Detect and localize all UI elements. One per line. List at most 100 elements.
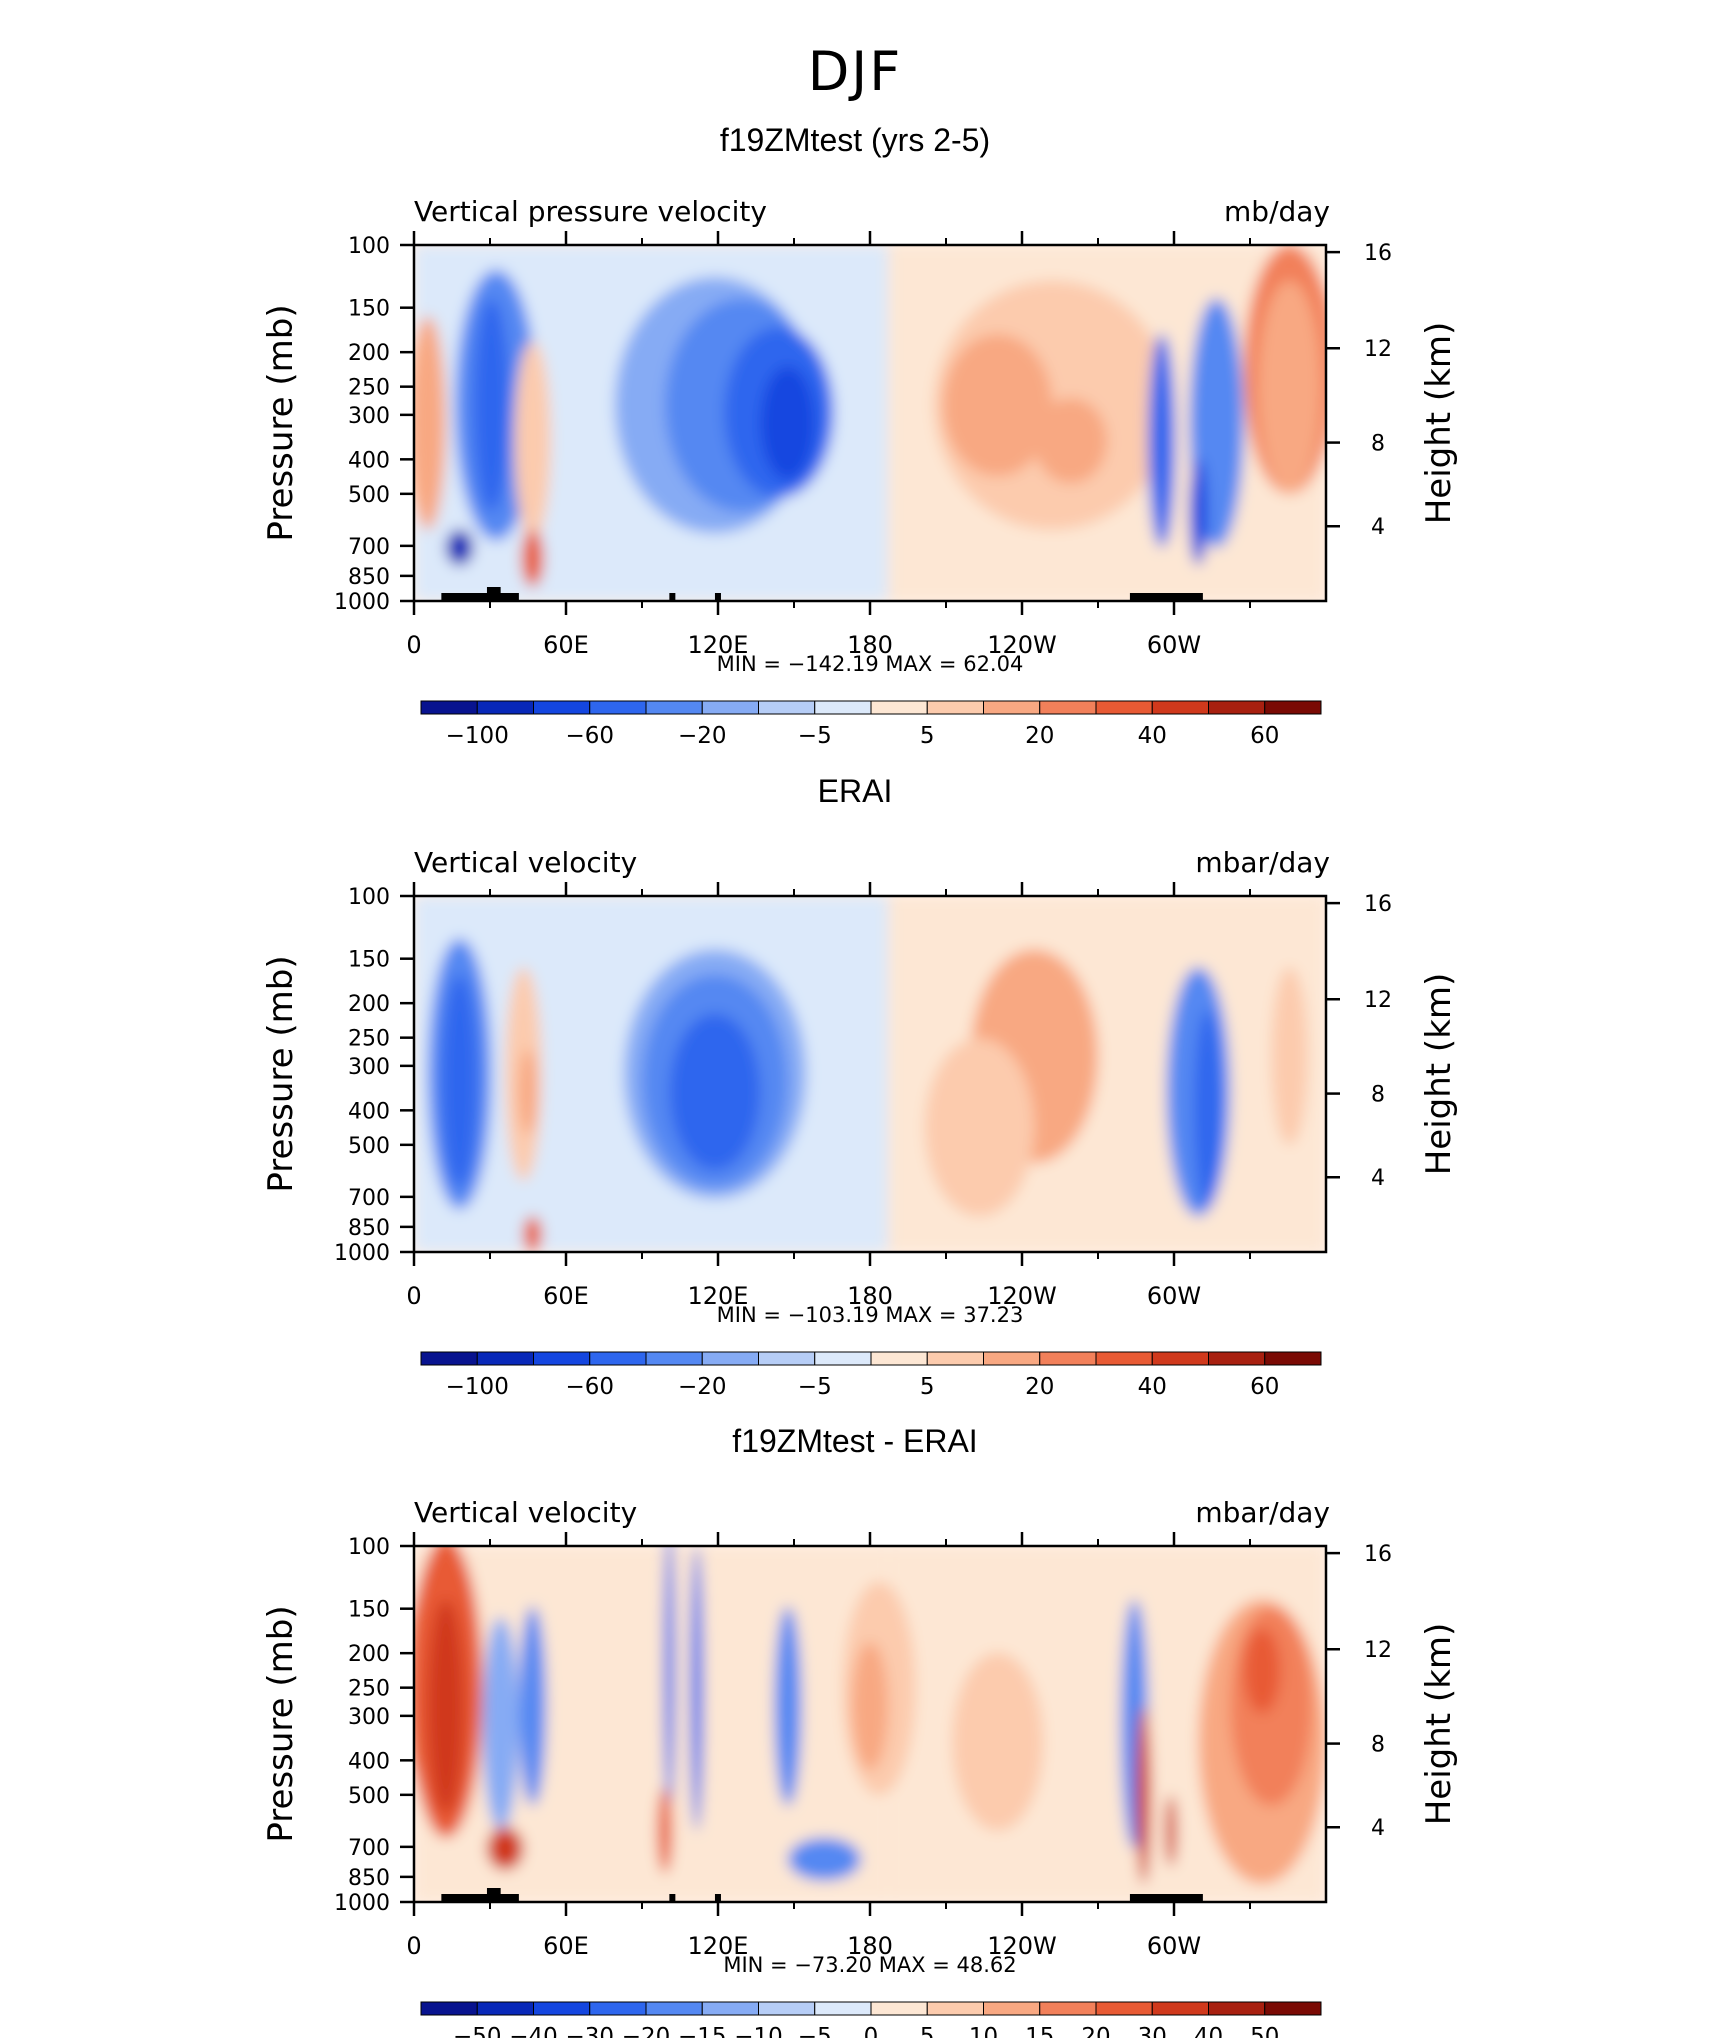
- stats-label: MIN = −103.19 MAX = 37.23: [717, 1303, 1024, 1327]
- contour-blob: [514, 341, 551, 541]
- colorbar-label: 20: [1025, 1374, 1054, 1400]
- colorbar-swatch: [589, 700, 647, 715]
- colorbar-swatch: [533, 2001, 591, 2016]
- colorbar-swatch: [420, 2001, 478, 2016]
- colorbar: −50 −40 −30 −20 −15 −10 −5 0 5 10 15 20 30 40 50: [420, 2001, 1322, 2038]
- x-tick-label: 0: [406, 631, 421, 659]
- y-tick-label: 200: [348, 1642, 390, 1667]
- x-tick-label: 60W: [1147, 1932, 1201, 1960]
- colorbar-swatch: [983, 700, 1041, 715]
- y-tick-label: 150: [348, 297, 390, 322]
- colorbar-swatch: [1208, 2001, 1266, 2016]
- colorbar-swatch: [645, 1351, 703, 1366]
- contour-blob: [1189, 458, 1208, 566]
- colorbar-swatch: [701, 1351, 759, 1366]
- y-tick-label: 400: [348, 1749, 390, 1774]
- colorbar-swatch: [983, 1351, 1041, 1366]
- panel-2: ERAI Vertical velocity mbar/day 0 60E 120E 180…: [261, 773, 1459, 1400]
- y2-axis-title: Height (km): [1419, 1623, 1459, 1826]
- y2-axis-title: Height (km): [1419, 322, 1459, 525]
- field-layer: [414, 245, 1326, 601]
- contour-blob: [1165, 1795, 1177, 1867]
- y-axis-title: Pressure (mb): [261, 955, 301, 1192]
- y-tick-label: 500: [348, 1784, 390, 1809]
- contour-blob: [523, 1216, 542, 1252]
- colorbar-swatch: [1151, 1351, 1209, 1366]
- y2-tick-label: 16: [1364, 241, 1392, 266]
- contour-blob: [690, 1546, 704, 1831]
- y-tick-label: 500: [348, 1134, 390, 1159]
- colorbar-swatch: [701, 700, 759, 715]
- colorbar-label: −30: [565, 2024, 614, 2038]
- colorbar-swatch: [589, 2001, 647, 2016]
- topography: [486, 587, 501, 601]
- y-axis-title: Pressure (mb): [261, 304, 301, 541]
- x-tick-label: 0: [406, 1282, 421, 1310]
- contour-blob: [774, 1606, 802, 1806]
- y-tick-label: 200: [348, 341, 390, 366]
- colorbar-label: 60: [1250, 1374, 1279, 1400]
- y2-tick-label: 12: [1364, 988, 1392, 1013]
- colorbar-label: 40: [1138, 723, 1167, 749]
- y-tick-label: 400: [348, 1099, 390, 1124]
- colorbar-label: −5: [798, 723, 832, 749]
- contour-blob: [952, 1652, 1044, 1831]
- field-layer: [414, 896, 1326, 1252]
- y-tick-label: 1000: [334, 1241, 390, 1266]
- colorbar-label: −10: [734, 2024, 783, 2038]
- contour-blob: [1193, 1009, 1222, 1210]
- units-label: mbar/day: [1195, 1496, 1330, 1529]
- colorbar-swatch: [1264, 2001, 1322, 2016]
- colorbar-label: 5: [920, 1374, 935, 1400]
- y2-tick-label: 8: [1371, 1083, 1385, 1108]
- y-tick-label: 400: [348, 448, 390, 473]
- colorbar-swatch: [645, 2001, 703, 2016]
- colorbar-label: 50: [1250, 2024, 1279, 2038]
- contour-field: [414, 896, 1326, 1252]
- contour-blob: [482, 1617, 519, 1831]
- colorbar-label: 5: [920, 2024, 935, 2038]
- colorbar-swatch: [1095, 700, 1153, 715]
- colorbar-swatch: [476, 1351, 534, 1366]
- contour-blob: [1257, 280, 1322, 495]
- panel-title: f19ZMtest (yrs 2-5): [720, 122, 990, 158]
- colorbar-swatch: [1095, 2001, 1153, 2016]
- y2-tick-label: 4: [1371, 1816, 1385, 1841]
- x-tick-label: 120E: [688, 631, 749, 659]
- colorbar-label: 0: [864, 2024, 879, 2038]
- colorbar-swatch: [926, 1351, 984, 1366]
- colorbar-label: −50: [453, 2024, 502, 2038]
- colorbar-swatch: [814, 2001, 872, 2016]
- colorbar-swatch: [758, 700, 816, 715]
- units-label: mb/day: [1224, 195, 1330, 228]
- field-layer: [414, 1546, 1326, 1902]
- colorbar-label: −5: [798, 2024, 832, 2038]
- x-tick-label: 60E: [543, 1932, 589, 1960]
- contour-blob: [1271, 967, 1308, 1146]
- colorbar-label: −15: [678, 2024, 727, 2038]
- colorbar-swatch: [870, 1351, 928, 1366]
- topography: [441, 593, 519, 601]
- y-tick-label: 300: [348, 1705, 390, 1730]
- y-tick-label: 200: [348, 992, 390, 1017]
- colorbar-swatch: [870, 2001, 928, 2016]
- colorbar-swatch: [645, 700, 703, 715]
- y-tick-label: 700: [348, 1186, 390, 1211]
- contour-blob: [473, 298, 510, 512]
- colorbar-label: 30: [1138, 2024, 1167, 2038]
- contour-blob: [518, 1606, 547, 1806]
- contour-blob: [414, 316, 446, 530]
- topography: [1129, 1894, 1203, 1902]
- page-title: DJF: [807, 40, 903, 103]
- contour-blob: [851, 1642, 889, 1771]
- y2-tick-label: 12: [1364, 1638, 1392, 1663]
- contour-blob: [663, 1546, 675, 1813]
- colorbar-swatch: [1151, 2001, 1209, 2016]
- y-tick-label: 850: [348, 1216, 390, 1241]
- y-tick-label: 700: [348, 535, 390, 560]
- x-tick-label: 60E: [543, 631, 589, 659]
- y-tick-label: 300: [348, 1055, 390, 1080]
- y-tick-label: 500: [348, 483, 390, 508]
- y-tick-label: 850: [348, 565, 390, 590]
